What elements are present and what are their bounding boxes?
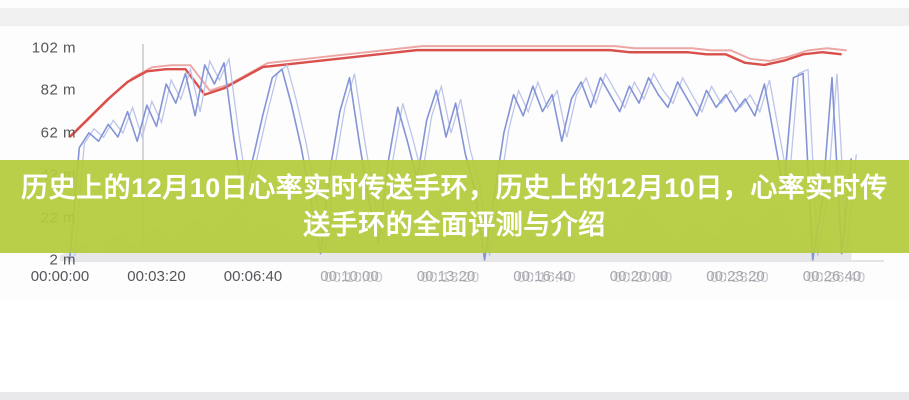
article-title-banner: 历史上的12月10日心率实时传送手环，历史上的12月10日，心率实时传 送手环的… <box>0 160 909 253</box>
x-tick-label: 00:16:40 <box>513 268 572 285</box>
article-title-line1: 历史上的12月10日心率实时传送手环，历史上的12月10日，心率实时传 <box>21 172 888 203</box>
心率-echo-line <box>73 45 847 134</box>
x-tick-label: 00:20:00 <box>609 268 669 285</box>
速度-echo-line <box>74 56 857 257</box>
x-tick-label: 00:06:40 <box>223 268 283 285</box>
elevation-heart-rate-chart: 102 m82 m62 m42 m22 m2 m 00:00:0000:03:2… <box>0 8 909 285</box>
article-title-line2: 送手环的全面评测与介绍 <box>303 209 606 240</box>
chart-top-band <box>0 8 909 26</box>
y-tick-label: 82 m <box>40 81 76 99</box>
心率-series-line <box>68 48 842 138</box>
x-tick-label: 00:26:40 <box>802 268 862 285</box>
bottom-strip <box>0 392 909 400</box>
x-tick-label: 00:13:20 <box>416 268 476 285</box>
y-tick-label: 62 m <box>40 124 76 142</box>
x-tick-label: 00:00:00 <box>30 268 90 285</box>
x-tick-label: 00:23:20 <box>706 268 765 285</box>
chart-canvas <box>60 44 884 262</box>
y-tick-label: 2 m <box>49 251 76 269</box>
y-tick-label: 102 m <box>31 39 76 57</box>
x-tick-label: 00:03:20 <box>127 268 186 285</box>
activity-stats-panel: 距离: 6.55 km 时长: 00:22:35 ✓ GPS海拔高度: 26m … <box>0 300 909 392</box>
速度-series-line <box>68 62 853 261</box>
x-tick-label: 00:10:00 <box>320 268 379 285</box>
